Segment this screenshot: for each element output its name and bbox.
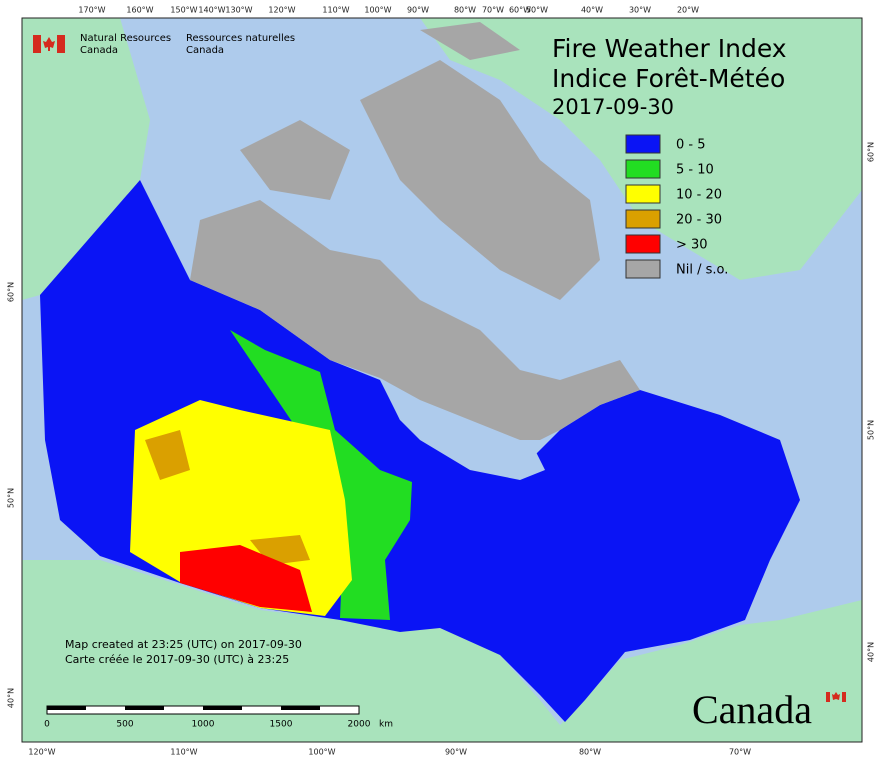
grat-top: 80°W bbox=[454, 6, 476, 15]
grat-left: 50°N bbox=[7, 488, 16, 508]
canada-wordmark: Canada bbox=[692, 687, 846, 732]
hudson-bay bbox=[380, 378, 545, 480]
flag-bar bbox=[57, 35, 65, 53]
grat-top: 110°W bbox=[322, 6, 349, 15]
legend-swatch bbox=[625, 234, 661, 254]
scale-label: 2000 bbox=[348, 720, 371, 730]
scale-seg bbox=[281, 706, 320, 710]
scale-label: 1500 bbox=[270, 720, 293, 730]
title: Fire Weather Index bbox=[552, 34, 787, 63]
date: 2017-09-30 bbox=[552, 95, 674, 119]
grat-top: 100°W bbox=[364, 6, 391, 15]
flag-leaf bbox=[832, 692, 840, 700]
nil-mainland bbox=[190, 200, 640, 440]
grat-bottom: 80°W bbox=[579, 748, 601, 757]
grat-top: 170°W bbox=[78, 6, 105, 15]
agency-fr: Canada bbox=[186, 45, 224, 56]
alaska bbox=[22, 18, 150, 300]
legend-label: 0 - 5 bbox=[676, 138, 706, 153]
agency-fr: Ressources naturelles bbox=[186, 33, 295, 44]
legend-label: 10 - 20 bbox=[676, 188, 722, 203]
grat-right: 60°N bbox=[867, 142, 876, 162]
grat-bottom: 70°W bbox=[729, 748, 751, 757]
nil-island bbox=[240, 120, 350, 200]
scale-seg bbox=[125, 706, 164, 710]
scale-seg bbox=[47, 706, 86, 710]
scale-label: 1000 bbox=[192, 720, 215, 730]
nil-baffin bbox=[360, 60, 600, 300]
usa bbox=[22, 560, 862, 742]
grat-top: 140°W bbox=[198, 6, 225, 15]
grat-bottom: 90°W bbox=[445, 748, 467, 757]
grat-bottom: 110°W bbox=[170, 748, 197, 757]
scale-seg bbox=[203, 706, 242, 710]
legend: 0 - 5 5 - 10 10 - 20 20 - 30 > 30 Nil / s.o. bbox=[625, 134, 728, 279]
agency-en: Natural Resources bbox=[80, 33, 171, 44]
legend-label: > 30 bbox=[676, 238, 708, 253]
grat-top: 60°W bbox=[509, 6, 531, 15]
wordmark: Canada bbox=[692, 687, 812, 732]
grat-top: 120°W bbox=[268, 6, 295, 15]
credit: Map created at 23:25 (UTC) on 2017-09-30 bbox=[65, 638, 302, 651]
graticule: 170°W 160°W 150°W 140°W 130°W 120°W 110°W 100°W… bbox=[7, 6, 876, 757]
legend-swatch bbox=[625, 184, 661, 204]
legend-label: 5 - 10 bbox=[676, 163, 714, 178]
scale-label: 0 bbox=[44, 720, 50, 730]
title: Indice Forêt-Météo bbox=[552, 64, 785, 93]
flag-bar bbox=[33, 35, 41, 53]
legend-label: 20 - 30 bbox=[676, 213, 722, 228]
agency-en: Canada bbox=[80, 45, 118, 56]
scale-label: 500 bbox=[116, 720, 133, 730]
credit: Carte créée le 2017-09-30 (UTC) à 23:25 bbox=[65, 653, 289, 666]
grat-top: 160°W bbox=[126, 6, 153, 15]
flag-bar bbox=[826, 692, 830, 702]
grat-top: 70°W bbox=[482, 6, 504, 15]
legend-label: Nil / s.o. bbox=[676, 263, 728, 278]
flag-bar bbox=[842, 692, 846, 702]
grat-top: 30°W bbox=[629, 6, 651, 15]
nrcan-flag bbox=[33, 35, 65, 53]
grat-top: 20°W bbox=[677, 6, 699, 15]
grat-top: 50°W bbox=[526, 6, 548, 15]
arctic-nil bbox=[190, 22, 640, 440]
grat-right: 50°N bbox=[867, 420, 876, 440]
legend-swatch bbox=[625, 134, 661, 154]
grat-top: 150°W bbox=[170, 6, 197, 15]
scale-bar: 0 500 1000 1500 2000 km bbox=[44, 705, 393, 730]
map-frame bbox=[22, 18, 862, 742]
nil-ellesmere bbox=[420, 22, 520, 60]
legend-swatch bbox=[625, 259, 661, 279]
fwi-5-10 bbox=[230, 330, 412, 620]
grat-top: 40°W bbox=[581, 6, 603, 15]
legend-swatch bbox=[625, 209, 661, 229]
grat-bottom: 120°W bbox=[28, 748, 55, 757]
grat-top: 130°W bbox=[225, 6, 252, 15]
fwi-20-30 bbox=[145, 430, 190, 480]
flag-leaf bbox=[43, 37, 55, 51]
legend-swatch bbox=[625, 159, 661, 179]
grat-right: 40°N bbox=[867, 642, 876, 662]
scale-unit: km bbox=[379, 720, 393, 730]
grat-bottom: 100°W bbox=[308, 748, 335, 757]
frame-border bbox=[21, 17, 863, 743]
fwi-30 bbox=[180, 545, 312, 612]
grat-left: 40°N bbox=[7, 688, 16, 708]
grat-top: 90°W bbox=[407, 6, 429, 15]
grat-left: 60°N bbox=[7, 282, 16, 302]
